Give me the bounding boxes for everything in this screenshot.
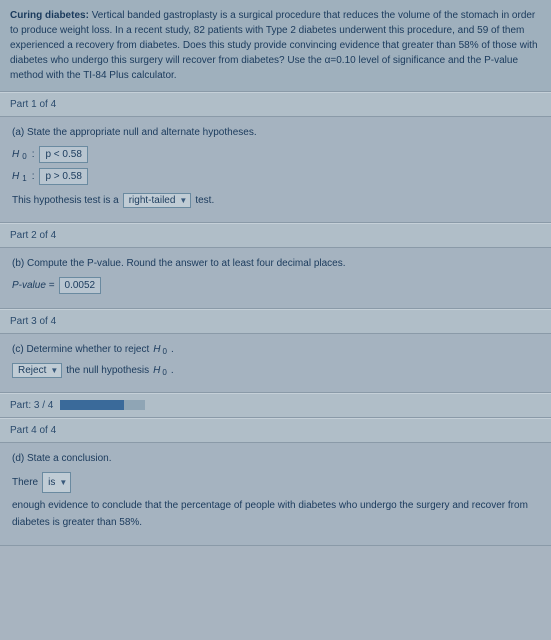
problem-header: Curing diabetes: Vertical banded gastrop…	[0, 0, 551, 92]
problem-text: Vertical banded gastroplasty is a surgic…	[10, 10, 538, 81]
progress-fill	[60, 400, 124, 410]
tail-pre: This hypothesis test is a	[12, 195, 119, 206]
progress-label: Part: 3 / 4	[10, 400, 53, 411]
chevron-down-icon: ▼	[59, 476, 67, 490]
part1-bar: Part 1 of 4	[0, 92, 551, 117]
part3-sub: 0	[163, 347, 167, 356]
part2-body: (b) Compute the P-value. Round the answe…	[0, 248, 551, 309]
chevron-down-icon: ▼	[50, 366, 58, 375]
h0-sub: 0	[22, 152, 26, 161]
chevron-down-icon: ▼	[179, 196, 187, 205]
reject-h: H	[153, 365, 160, 376]
reject-dropdown[interactable]: Reject ▼	[12, 363, 62, 378]
problem-title: Curing diabetes:	[10, 10, 89, 21]
part4-prompt: (d) State a conclusion.	[12, 453, 539, 464]
part2-prompt: (b) Compute the P-value. Round the answe…	[12, 258, 539, 269]
reject-row: Reject ▼ the null hypothesis H0.	[12, 363, 539, 378]
pvalue-label: P-value =	[12, 280, 55, 291]
reject-sub: 0	[162, 368, 166, 377]
conclusion-value: is	[48, 474, 55, 491]
part2-bar: Part 2 of 4	[0, 223, 551, 248]
h0-symbol: H	[12, 149, 19, 160]
part3-body: (c) Determine whether to reject H0. Reje…	[0, 334, 551, 393]
conclusion-row: There is ▼ enough evidence to conclude t…	[12, 472, 539, 531]
conclusion-post: enough evidence to conclude that the per…	[12, 497, 539, 531]
pvalue-answer[interactable]: 0.0052	[59, 277, 102, 294]
h1-row: H1 : p > 0.58	[12, 168, 539, 185]
part1-body: (a) State the appropriate null and alter…	[0, 117, 551, 223]
h1-sub: 1	[22, 174, 26, 183]
tail-dropdown[interactable]: right-tailed ▼	[123, 193, 192, 208]
tail-post: test.	[195, 195, 214, 206]
h0-row: H0 : p < 0.58	[12, 146, 539, 163]
h0-answer[interactable]: p < 0.58	[39, 146, 87, 163]
part3-dot: .	[171, 344, 174, 355]
conclusion-pre: There	[12, 474, 38, 491]
part3-prompt-pre: (c) Determine whether to reject	[12, 344, 149, 355]
part4-bar: Part 4 of 4	[0, 418, 551, 443]
part4-body: (d) State a conclusion. There is ▼ enoug…	[0, 443, 551, 546]
h1-symbol: H	[12, 171, 19, 182]
part3-bar: Part 3 of 4	[0, 309, 551, 334]
h1-answer[interactable]: p > 0.58	[39, 168, 87, 185]
progress-track	[60, 400, 145, 410]
part1-prompt: (a) State the appropriate null and alter…	[12, 127, 539, 138]
reject-value: Reject	[18, 365, 46, 376]
reject-dot: .	[171, 365, 174, 376]
part3-prompt: (c) Determine whether to reject H0.	[12, 344, 539, 355]
tail-value: right-tailed	[129, 195, 176, 206]
tail-row: This hypothesis test is a right-tailed ▼…	[12, 193, 539, 208]
progress-bar-row: Part: 3 / 4	[0, 393, 551, 418]
part3-h: H	[153, 344, 160, 355]
reject-mid: the null hypothesis	[66, 365, 149, 376]
pvalue-row: P-value = 0.0052	[12, 277, 539, 294]
conclusion-dropdown[interactable]: is ▼	[42, 472, 71, 493]
